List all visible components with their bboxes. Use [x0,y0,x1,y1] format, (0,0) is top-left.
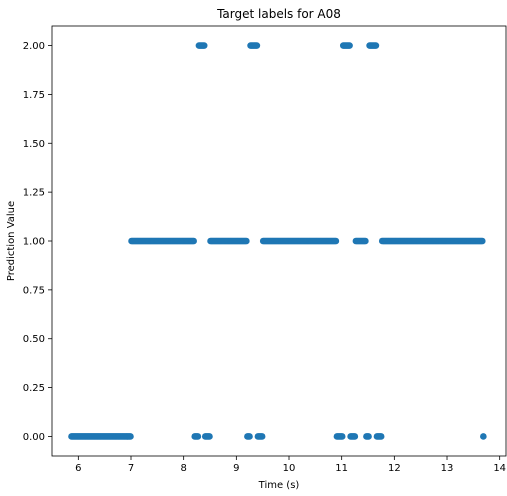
scatter-point [127,433,134,440]
y-tick-label: 1.00 [23,237,45,248]
x-tick-label: 9 [233,463,239,474]
scatter-point [480,433,487,440]
x-tick-label: 11 [335,463,348,474]
y-tick-label: 0.75 [23,285,45,296]
x-tick-label: 10 [283,463,296,474]
y-tick-label: 1.50 [23,139,45,150]
x-axis-ticks: 6 7 8 9 10 11 12 13 14 [75,456,506,474]
scatter-point [206,433,213,440]
x-tick-label: 14 [493,463,506,474]
scatter-point [200,42,208,49]
scatter-point [258,433,266,440]
scatter-point [190,237,197,245]
y-tick-label: 1.75 [23,90,45,101]
scatter-point [351,433,359,440]
scatter-point [246,433,253,440]
scatter-point [332,237,340,245]
y-tick-label: 0.00 [23,432,45,443]
x-tick-label: 8 [180,463,186,474]
y-tick-label: 1.25 [23,188,45,199]
plot-area-frame [51,25,507,457]
y-tick-label: 0.50 [23,334,45,345]
x-tick-label: 7 [128,463,134,474]
data-points [68,42,487,440]
scatter-point [377,433,385,440]
scatter-point [362,237,369,245]
y-tick-label: 2.00 [23,41,45,52]
y-axis-label: Prediction Value [6,201,17,281]
scatter-point [479,237,486,245]
scatter-point [194,433,202,440]
x-tick-label: 12 [388,463,401,474]
x-tick-label: 13 [441,463,454,474]
scatter-point [253,42,261,49]
x-axis-label: Time (s) [258,480,300,491]
scatter-point [372,42,380,49]
scatter-point [338,433,346,440]
y-tick-label: 0.25 [23,383,45,394]
chart-title: Target labels for A08 [216,7,341,21]
scatter-point [365,433,372,440]
y-axis-ticks: 0.00 0.25 0.50 0.75 1.00 1.25 1.50 1.75 2.00 [23,41,52,443]
scatter-point [346,42,353,49]
scatter-point [243,237,250,245]
x-tick-label: 6 [75,463,81,474]
